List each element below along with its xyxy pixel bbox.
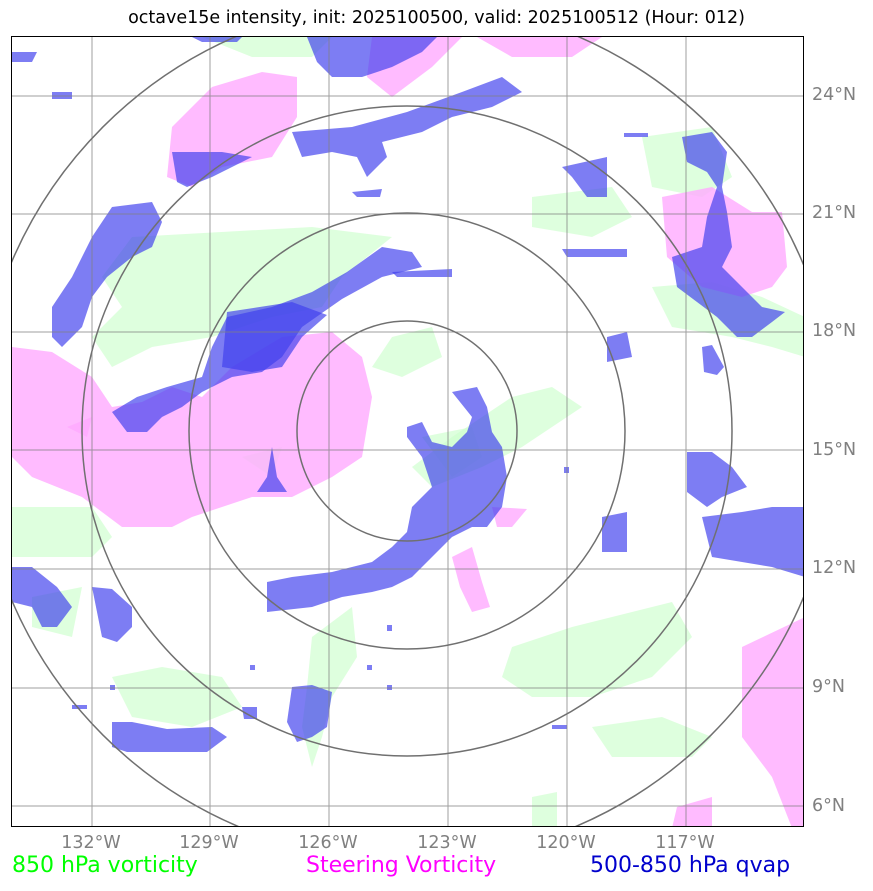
legend-qvap: 500-850 hPa qvap (590, 853, 791, 878)
lat-label-18n: 18°N (812, 321, 857, 341)
lat-label-6n: 6°N (812, 796, 845, 816)
legend-850-vorticity: 850 hPa vorticity (12, 853, 198, 878)
map-panel[interactable] (11, 36, 804, 827)
legend-steering-vorticity: Steering Vorticity (306, 853, 497, 878)
graticule (12, 37, 803, 826)
qvap-layer (12, 37, 803, 752)
lat-label-21n: 21°N (812, 203, 857, 223)
range-ring-3 (81, 105, 733, 757)
lat-label-24n: 24°N (812, 85, 857, 105)
lat-label-9n: 9°N (812, 677, 845, 697)
lon-label-126w: 126°W (298, 833, 358, 853)
range-ring-1 (296, 320, 518, 542)
map-canvas (12, 37, 803, 826)
map-title: octave15e intensity, init: 2025100500, v… (128, 8, 745, 28)
lon-label-132w: 132°W (61, 833, 121, 853)
lat-label-15n: 15°N (812, 440, 857, 460)
range-rings (12, 37, 803, 826)
lon-label-123w: 123°W (417, 833, 477, 853)
lat-label-12n: 12°N (812, 558, 857, 578)
lon-label-117w: 117°W (655, 833, 715, 853)
range-ring-2 (188, 212, 626, 650)
lon-label-120w: 120°W (536, 833, 596, 853)
lon-label-129w: 129°W (179, 833, 239, 853)
